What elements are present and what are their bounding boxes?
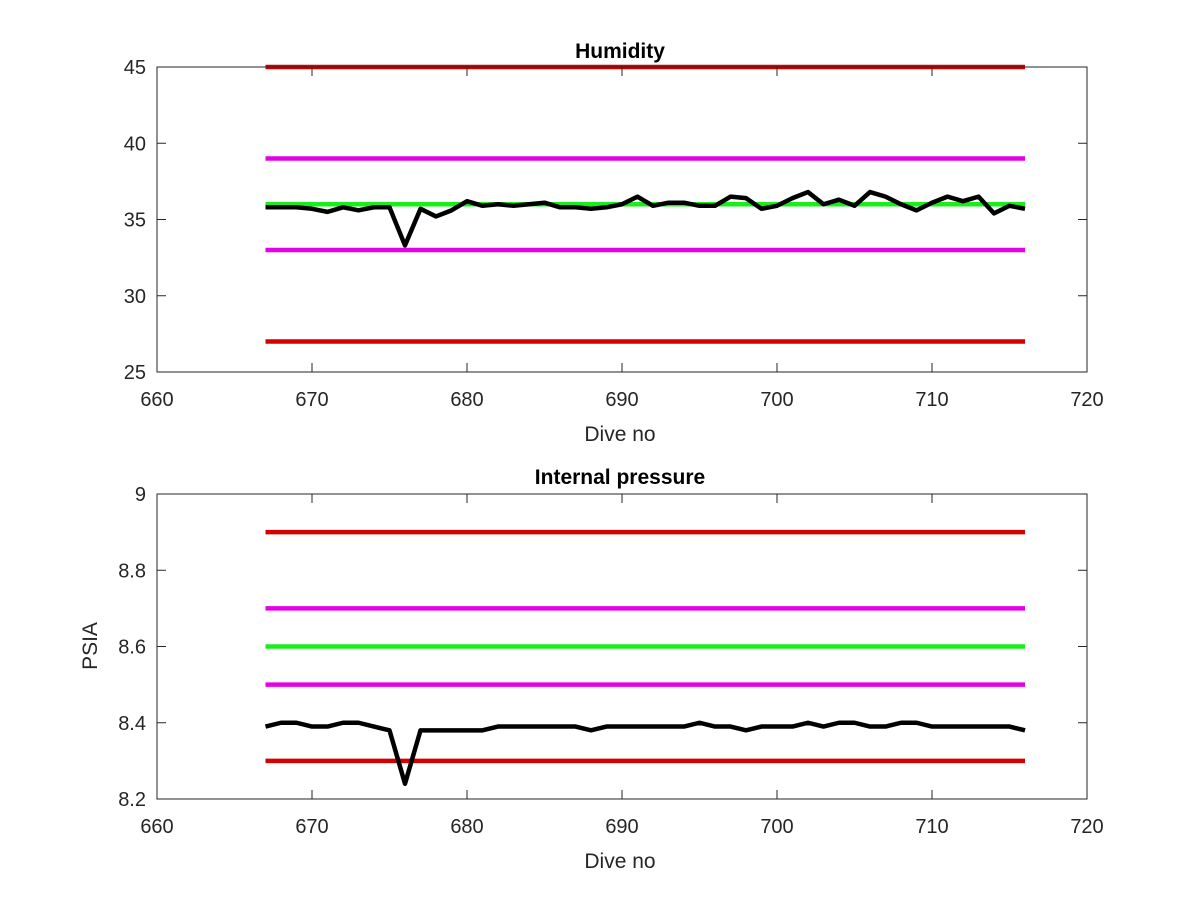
y-tick-label: 25: [124, 362, 146, 384]
y-tick-label: 9: [135, 484, 146, 506]
y-tick-label: 45: [124, 57, 146, 79]
chart-title: Humidity: [575, 40, 665, 63]
y-tick-label: 30: [124, 286, 146, 308]
series-line-6: [265, 189, 1026, 248]
y-tick-label: 8.2: [118, 789, 146, 811]
y-tick-label: 35: [124, 210, 146, 232]
x-tick-label: 680: [450, 389, 483, 411]
chart-title: Internal pressure: [535, 466, 705, 489]
x-tick-label: 680: [450, 816, 483, 838]
y-tick-label: 8.4: [118, 713, 146, 735]
y-tick-label: 8.8: [118, 560, 146, 582]
x-tick-label: 660: [140, 389, 173, 411]
x-tick-label: 690: [605, 389, 638, 411]
x-tick-label: 710: [915, 389, 948, 411]
x-tick-label: 720: [1070, 389, 1103, 411]
x-tick-label: 700: [760, 816, 793, 838]
y-tick-label: 8.6: [118, 637, 146, 659]
x-tick-label: 690: [605, 816, 638, 838]
y-tick-label: 40: [124, 133, 146, 155]
x-tick-label: 670: [295, 816, 328, 838]
y-axis-label: PSIA: [79, 622, 102, 670]
internal-pressure-chart: Internal pressure Dive no PSIA 660 670 680…: [79, 466, 1104, 873]
x-tick-label: 660: [140, 816, 173, 838]
x-tick-label: 720: [1070, 816, 1103, 838]
x-axis-label: Dive no: [584, 423, 655, 446]
humidity-chart: Humidity Dive no 660 670 680 690 700 710 720 25…: [124, 40, 1104, 446]
series-line-6: [264, 720, 1026, 786]
x-axis-label: Dive no: [584, 850, 655, 873]
x-tick-label: 710: [915, 816, 948, 838]
x-tick-label: 700: [760, 389, 793, 411]
x-tick-label: 670: [295, 389, 328, 411]
